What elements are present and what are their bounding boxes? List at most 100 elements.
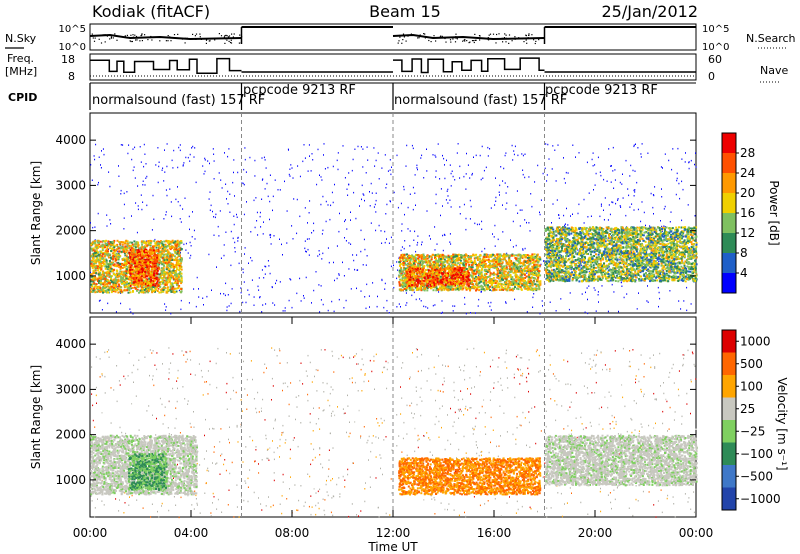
heatmap-noise-cell (545, 143, 547, 145)
heatmap-cell (133, 286, 136, 289)
heatmap-noise-cell (336, 245, 338, 247)
heatmap-cell (516, 287, 518, 290)
heatmap-cell (122, 257, 125, 260)
heatmap-cell (90, 261, 93, 263)
heatmap-noise-cell (499, 194, 500, 196)
heatmap-cell (134, 269, 137, 272)
noise-point (165, 40, 167, 42)
heatmap-noise-cell (365, 307, 367, 310)
heatmap-cell (174, 248, 177, 251)
heatmap-cell (128, 265, 131, 267)
heatmap-noise-cell (106, 225, 108, 227)
heatmap-noise-cell (183, 243, 185, 246)
heatmap-cell (163, 246, 166, 249)
heatmap-cell (174, 257, 177, 260)
heatmap-cell (479, 275, 482, 278)
heatmap-cell (515, 266, 518, 269)
heatmap-cell (176, 259, 178, 262)
heatmap-noise-cell (529, 230, 531, 232)
heatmap-noise-cell (232, 237, 234, 240)
heatmap-cell (142, 279, 145, 282)
heatmap-cell (488, 264, 491, 267)
heatmap-cell (95, 283, 98, 286)
heatmap-cell (97, 239, 100, 242)
heatmap-cell (149, 242, 152, 244)
heatmap-noise-cell (223, 254, 225, 257)
heatmap-cell (400, 272, 403, 275)
heatmap-cell (160, 277, 163, 279)
heatmap-noise-cell (528, 222, 530, 224)
heatmap-noise-cell (209, 162, 210, 165)
heatmap-cell (177, 287, 180, 289)
heatmap-cell (166, 287, 169, 290)
heatmap-cell (510, 283, 513, 286)
heatmap-noise-cell (344, 177, 346, 179)
heatmap-noise-cell (226, 198, 227, 200)
heatmap-noise-cell (386, 310, 388, 312)
heatmap-cell (462, 287, 465, 290)
heatmap-cell (176, 278, 179, 280)
heatmap-noise-cell (613, 187, 615, 189)
heatmap-cell (140, 279, 143, 282)
heatmap-noise-cell (411, 294, 413, 297)
heatmap-noise-cell (189, 241, 191, 244)
heatmap-cell (148, 253, 151, 256)
heatmap-noise-cell (477, 305, 479, 307)
heatmap-noise-cell (481, 145, 483, 148)
heatmap-cell (124, 254, 127, 257)
heatmap-noise-cell (435, 193, 437, 196)
heatmap-cell (154, 269, 157, 272)
heatmap-cell (160, 261, 163, 264)
heatmap-noise-cell (299, 175, 301, 178)
heatmap-noise-cell (444, 177, 446, 180)
heatmap-noise-cell (190, 245, 192, 247)
heatmap-noise-cell (432, 154, 434, 156)
heatmap-noise-cell (244, 158, 246, 161)
heatmap-noise-cell (369, 205, 371, 207)
heatmap-noise-cell (204, 170, 206, 173)
heatmap-cell (520, 254, 523, 257)
heatmap-noise-cell (629, 206, 631, 208)
heatmap-noise-cell (633, 189, 635, 192)
heatmap-cell (99, 240, 102, 243)
noise-point (518, 37, 520, 39)
heatmap-noise-cell (603, 178, 605, 181)
heatmap-cell (116, 273, 119, 276)
heatmap-cell (429, 264, 432, 267)
noise-point (132, 34, 134, 36)
heatmap-cell (159, 254, 162, 257)
noise-point (528, 33, 530, 35)
heatmap-cell (488, 261, 490, 263)
heatmap-noise-cell (380, 230, 382, 232)
heatmap-noise-cell (413, 239, 415, 241)
heatmap-cell (119, 279, 122, 282)
heatmap-cell (93, 240, 96, 243)
heatmap-cell (145, 242, 148, 244)
heatmap-cell (138, 271, 141, 274)
heatmap-cell (448, 273, 451, 276)
heatmap-cell (418, 265, 421, 268)
heatmap-cell (135, 277, 138, 279)
heatmap-cell (165, 291, 168, 294)
heatmap-noise-cell (479, 154, 481, 157)
heatmap-cell (162, 273, 165, 276)
heatmap-cell (99, 274, 102, 276)
heatmap-cell (503, 277, 506, 280)
heatmap-cell (132, 275, 135, 278)
heatmap-cell (146, 283, 149, 286)
heatmap-noise-cell (145, 177, 147, 179)
heatmap-noise-cell (102, 148, 104, 150)
heatmap-noise-cell (469, 218, 471, 220)
heatmap-noise-cell (137, 205, 139, 207)
heatmap-cell (115, 283, 118, 286)
heatmap-cell (96, 291, 99, 293)
heatmap-cell (465, 288, 468, 291)
heatmap-noise-cell (243, 281, 245, 283)
heatmap-cell (473, 287, 476, 290)
heatmap-noise-cell (522, 154, 524, 157)
heatmap-cell (402, 255, 404, 258)
heatmap-noise-cell (120, 302, 122, 305)
noise-point (129, 40, 131, 42)
heatmap-cell (158, 240, 161, 243)
noise-point (109, 38, 111, 40)
